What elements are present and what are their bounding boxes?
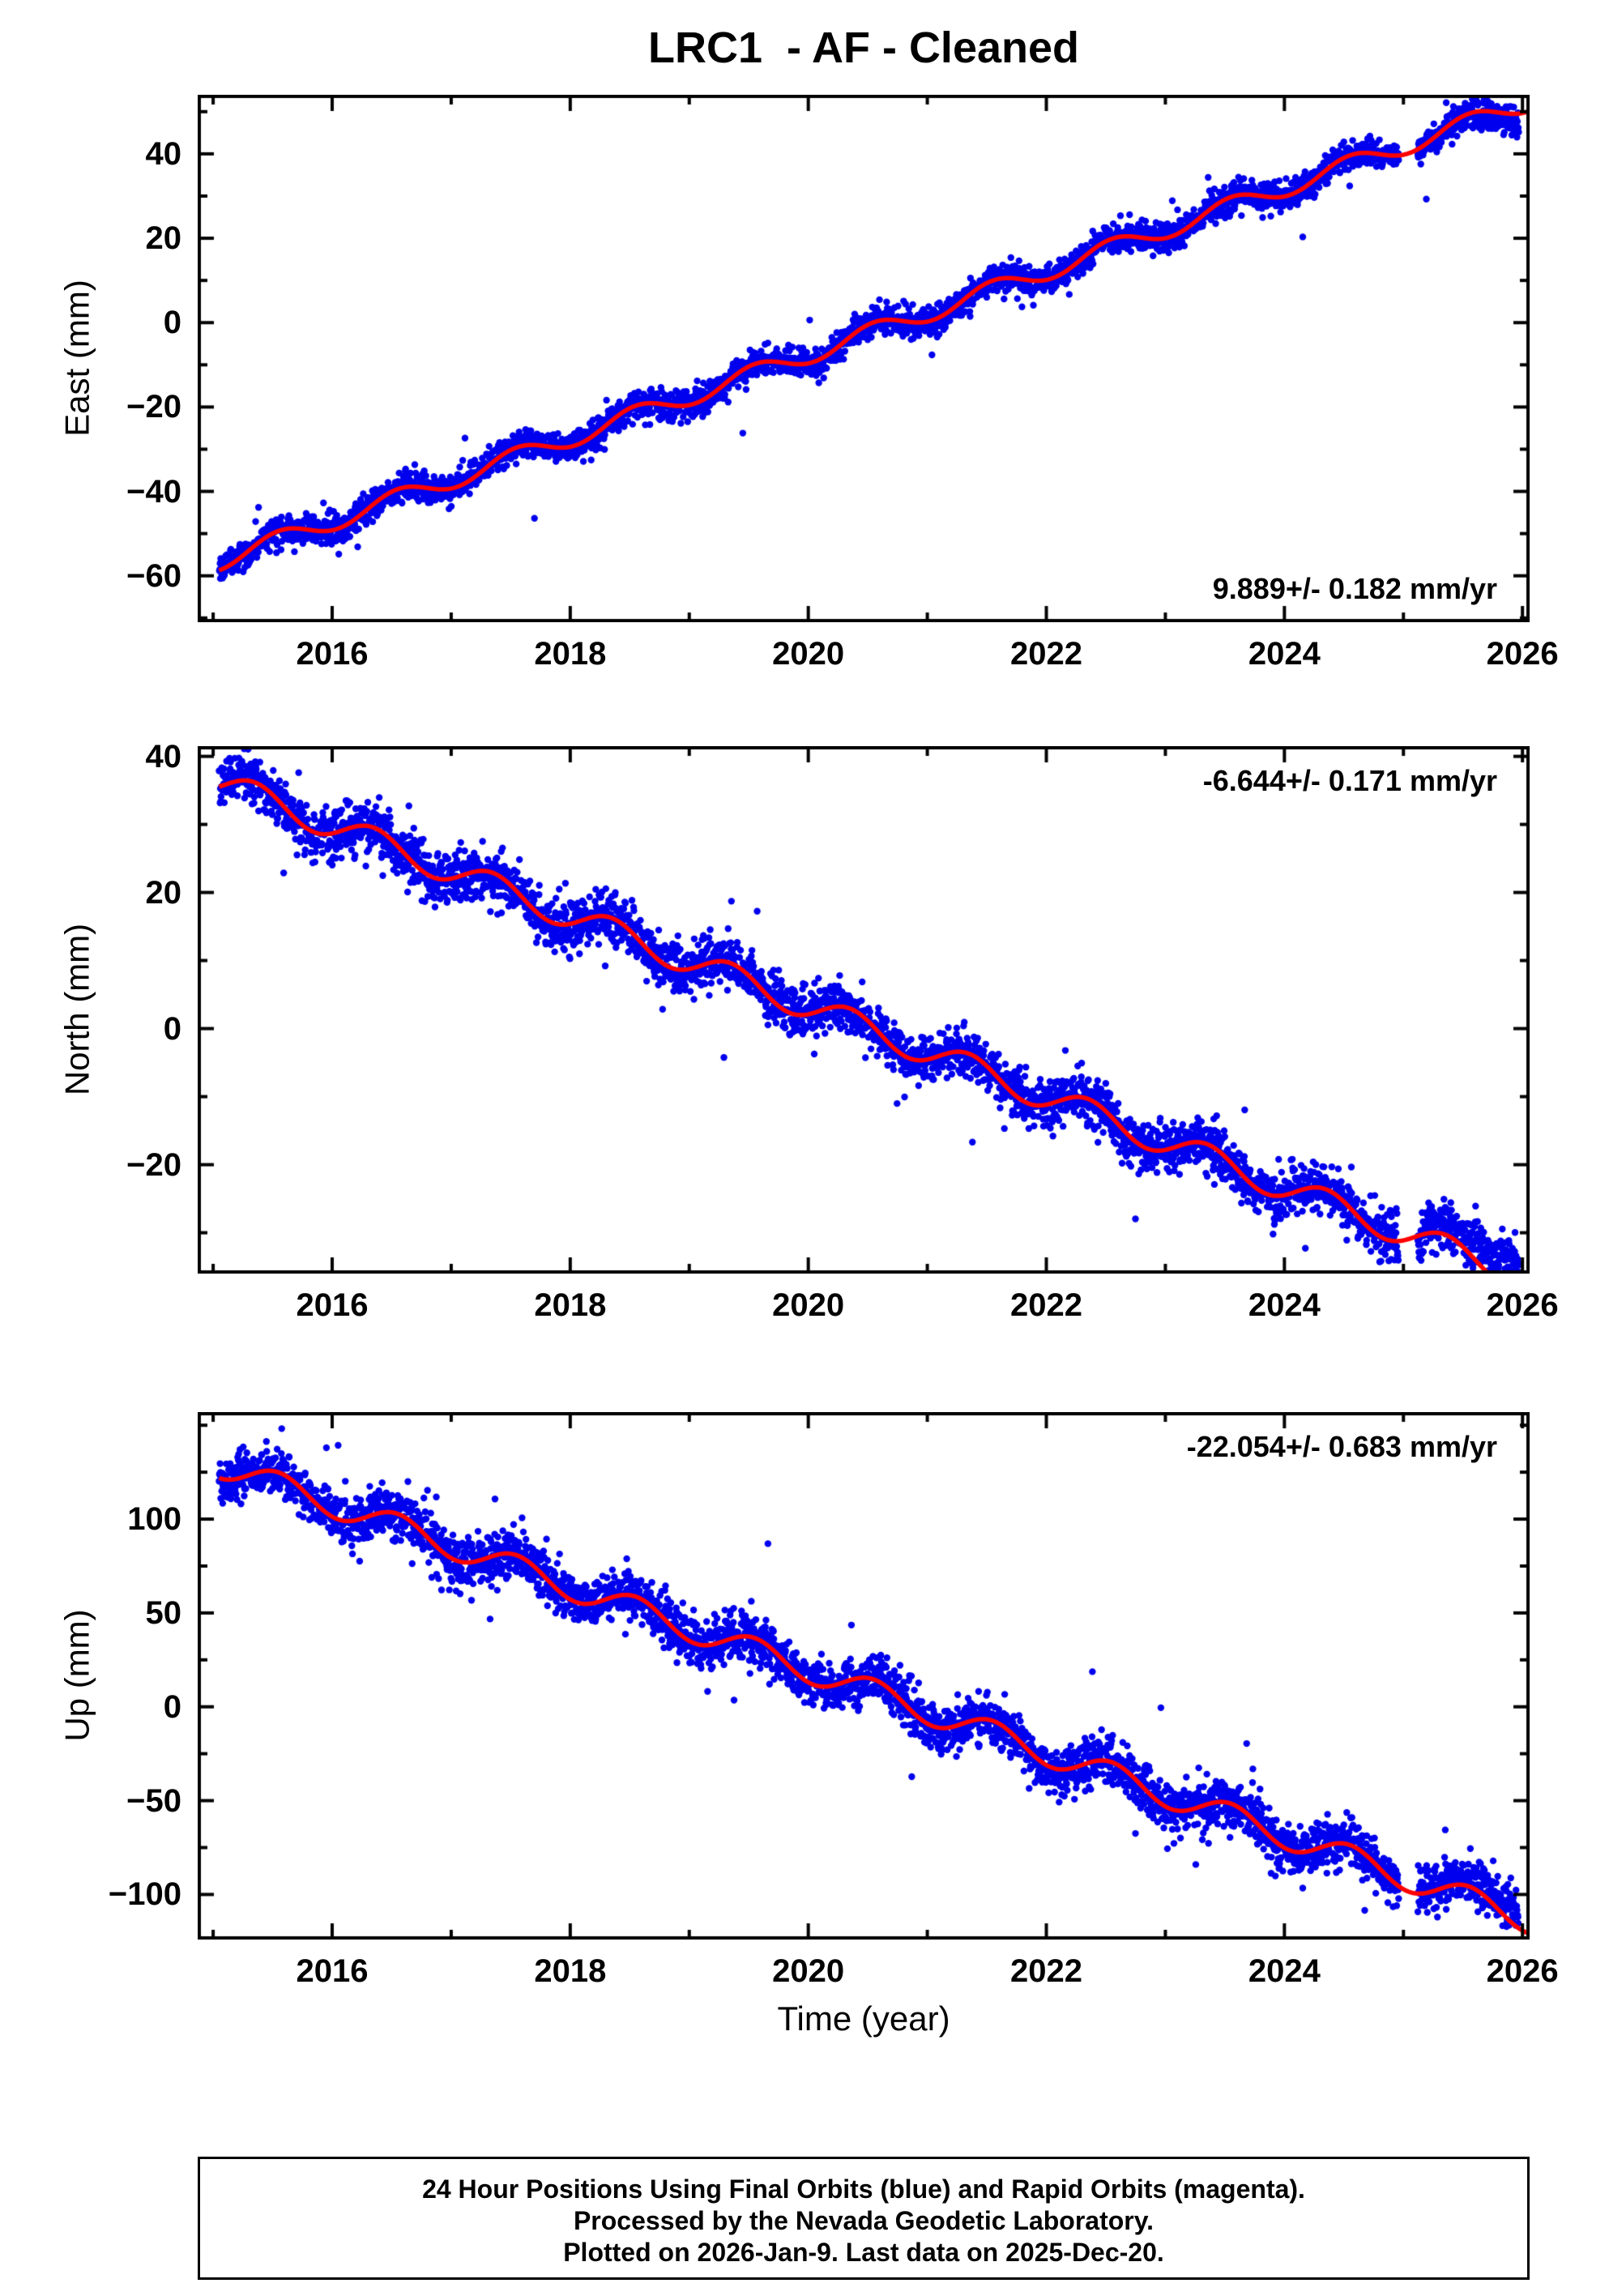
up-axis-label: Up (mm) bbox=[58, 1609, 96, 1742]
x-tick-label: 2026 bbox=[1486, 636, 1559, 672]
x-tick-label: 2022 bbox=[1010, 1953, 1082, 1989]
north-rate-label: -6.644+/- 0.171 mm/yr bbox=[1202, 764, 1497, 797]
up-rate-label: -22.054+/- 0.683 mm/yr bbox=[1186, 1430, 1497, 1463]
x-tick-label: 2016 bbox=[296, 1953, 369, 1989]
y-tick-label: −100 bbox=[108, 1876, 181, 1913]
y-tick-label: −20 bbox=[126, 389, 181, 425]
y-tick-label: 0 bbox=[163, 305, 181, 341]
y-tick-label: 40 bbox=[145, 135, 182, 172]
east-rate-label: 9.889+/- 0.182 mm/yr bbox=[1212, 572, 1497, 605]
page-title: LRC1 - AF - Cleaned bbox=[647, 23, 1080, 72]
y-tick-label: 40 bbox=[145, 738, 182, 775]
y-tick-label: −60 bbox=[126, 557, 181, 594]
time-axis-label: Time (year) bbox=[777, 1999, 950, 2038]
x-tick-label: 2024 bbox=[1248, 1287, 1321, 1323]
x-tick-label: 2018 bbox=[534, 636, 607, 672]
x-tick-label: 2022 bbox=[1010, 1287, 1082, 1323]
y-tick-label: −40 bbox=[126, 473, 181, 510]
y-tick-label: 0 bbox=[163, 1688, 181, 1725]
y-tick-label: −50 bbox=[126, 1782, 181, 1819]
x-tick-label: 2020 bbox=[772, 636, 845, 672]
y-tick-label: 20 bbox=[145, 874, 182, 911]
x-tick-label: 2026 bbox=[1486, 1953, 1559, 1989]
x-tick-label: 2016 bbox=[296, 1287, 369, 1323]
x-tick-label: 2018 bbox=[534, 1287, 607, 1323]
x-tick-label: 2016 bbox=[296, 636, 369, 672]
up-panel-canvas bbox=[198, 1412, 1530, 1940]
x-tick-label: 2018 bbox=[534, 1953, 607, 1989]
x-tick-label: 2026 bbox=[1486, 1287, 1559, 1323]
y-tick-label: 0 bbox=[163, 1010, 181, 1047]
east-panel-canvas bbox=[198, 95, 1530, 622]
y-tick-label: −20 bbox=[126, 1146, 181, 1183]
x-tick-label: 2024 bbox=[1248, 1953, 1321, 1989]
x-tick-label: 2024 bbox=[1248, 636, 1321, 672]
x-tick-label: 2020 bbox=[772, 1953, 845, 1989]
y-tick-label: 20 bbox=[145, 220, 182, 257]
east-axis-label: East (mm) bbox=[58, 280, 96, 437]
footer-line-orbits: 24 Hour Positions Using Final Orbits (bl… bbox=[422, 2174, 1305, 2204]
y-tick-label: 50 bbox=[145, 1594, 182, 1631]
footer-box: 24 Hour Positions Using Final Orbits (bl… bbox=[198, 2157, 1530, 2280]
x-tick-label: 2022 bbox=[1010, 636, 1082, 672]
x-tick-label: 2020 bbox=[772, 1287, 845, 1323]
footer-line-plotted: Plotted on 2026-Jan-9. Last data on 2025… bbox=[563, 2238, 1164, 2267]
north-panel-canvas bbox=[198, 746, 1530, 1274]
footer-line-processed: Processed by the Nevada Geodetic Laborat… bbox=[573, 2206, 1154, 2235]
y-tick-label: 100 bbox=[127, 1501, 181, 1538]
